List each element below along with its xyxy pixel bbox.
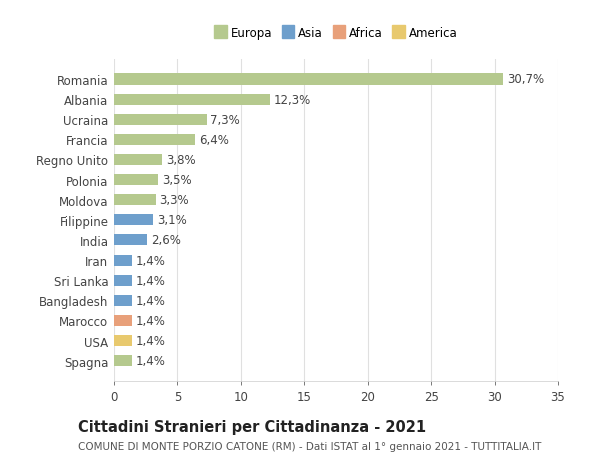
Text: 3,1%: 3,1% bbox=[157, 214, 187, 227]
Text: 1,4%: 1,4% bbox=[136, 274, 166, 287]
Bar bbox=[114, 195, 156, 206]
Text: 1,4%: 1,4% bbox=[136, 294, 166, 307]
Text: COMUNE DI MONTE PORZIO CATONE (RM) - Dati ISTAT al 1° gennaio 2021 - TUTTITALIA.: COMUNE DI MONTE PORZIO CATONE (RM) - Dat… bbox=[78, 441, 541, 451]
Bar bbox=[114, 315, 132, 326]
Text: 1,4%: 1,4% bbox=[136, 334, 166, 347]
Bar bbox=[114, 235, 147, 246]
Bar bbox=[114, 355, 132, 366]
Text: 1,4%: 1,4% bbox=[136, 314, 166, 327]
Bar bbox=[114, 174, 158, 186]
Bar bbox=[114, 255, 132, 266]
Text: 3,3%: 3,3% bbox=[160, 194, 189, 207]
Bar bbox=[114, 215, 154, 226]
Text: 3,8%: 3,8% bbox=[166, 154, 196, 167]
Text: 6,4%: 6,4% bbox=[199, 134, 229, 146]
Bar bbox=[114, 295, 132, 306]
Bar bbox=[114, 74, 503, 85]
Bar bbox=[114, 95, 270, 106]
Legend: Europa, Asia, Africa, America: Europa, Asia, Africa, America bbox=[211, 24, 461, 44]
Text: 1,4%: 1,4% bbox=[136, 354, 166, 367]
Text: 7,3%: 7,3% bbox=[211, 113, 240, 126]
Text: 12,3%: 12,3% bbox=[274, 93, 311, 106]
Text: Cittadini Stranieri per Cittadinanza - 2021: Cittadini Stranieri per Cittadinanza - 2… bbox=[78, 419, 426, 434]
Bar bbox=[114, 134, 195, 146]
Text: 1,4%: 1,4% bbox=[136, 254, 166, 267]
Text: 30,7%: 30,7% bbox=[507, 73, 544, 86]
Text: 3,5%: 3,5% bbox=[162, 174, 192, 187]
Bar bbox=[114, 114, 206, 125]
Text: 2,6%: 2,6% bbox=[151, 234, 181, 247]
Bar bbox=[114, 335, 132, 346]
Bar bbox=[114, 275, 132, 286]
Bar bbox=[114, 155, 162, 166]
